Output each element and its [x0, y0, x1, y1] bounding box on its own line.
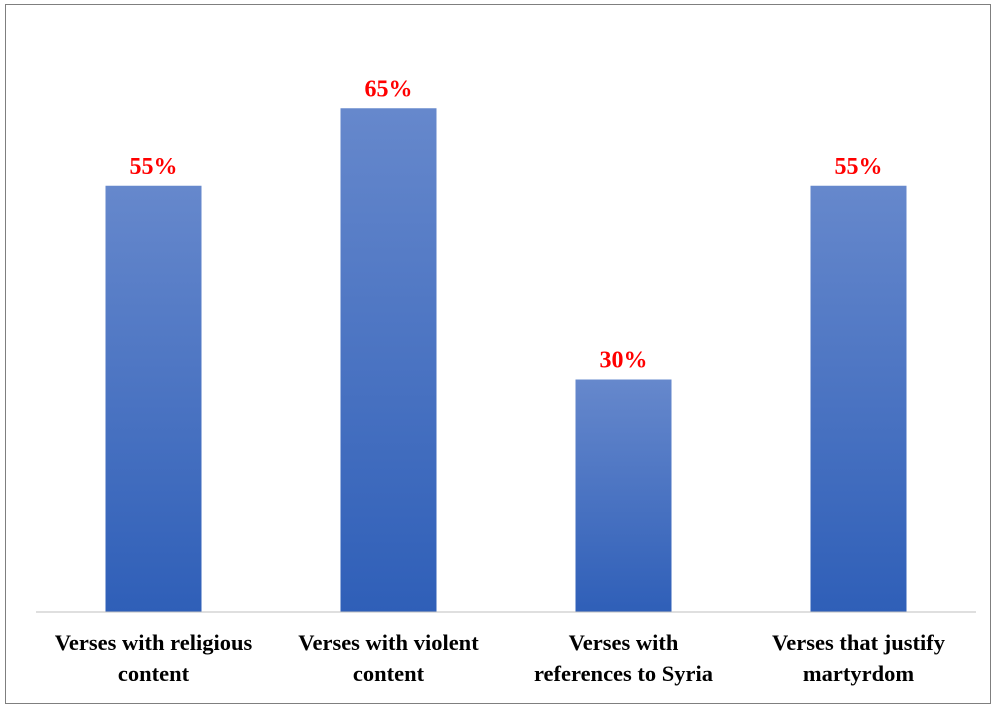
category-label-1: Verses with religious content: [55, 630, 253, 686]
bar-3: [575, 379, 672, 612]
bars-layer: [105, 108, 907, 612]
category-label-2: Verses with violent content: [298, 630, 479, 686]
category-label-4: Verses that justify martyrdom: [772, 630, 946, 686]
data-label-3: 30%: [600, 348, 648, 374]
bar-4: [810, 185, 907, 612]
data-labels-layer: 55% 65% 30% 55%: [130, 76, 883, 373]
bar-2: [340, 108, 437, 612]
data-label-1: 55%: [130, 154, 178, 180]
category-labels-layer: Verses with religious content Verses with …: [55, 630, 946, 686]
category-label-3: Verses with references to Syria: [534, 630, 713, 686]
bar-1: [105, 185, 202, 612]
data-label-4: 55%: [835, 154, 883, 180]
data-label-2: 65%: [365, 76, 413, 102]
